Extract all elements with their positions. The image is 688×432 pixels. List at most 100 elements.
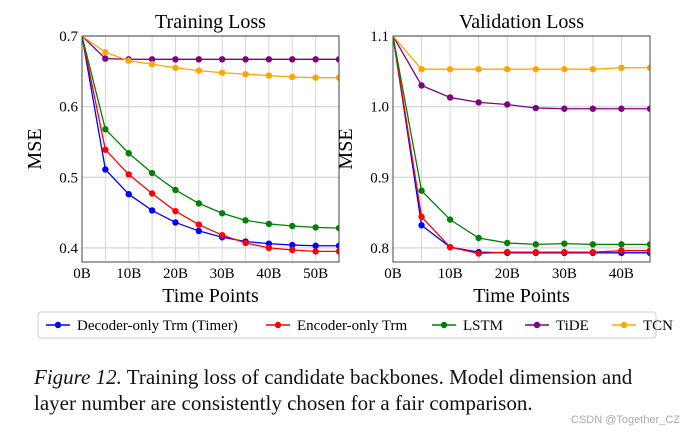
data-point <box>148 169 156 177</box>
data-point <box>265 220 273 228</box>
legend-marker <box>620 321 628 329</box>
data-point <box>172 219 179 226</box>
y-tick-label: 0.6 <box>59 100 78 116</box>
legend-label: TiDE <box>556 318 589 334</box>
series-line <box>82 35 339 229</box>
data-point <box>561 105 568 112</box>
data-point <box>589 248 597 256</box>
data-point <box>418 65 425 73</box>
y-axis-label: MSE <box>24 128 46 169</box>
legend-marker <box>440 321 448 329</box>
data-point <box>102 49 109 56</box>
data-point <box>148 61 156 68</box>
data-point <box>532 248 539 256</box>
x-tick-label: 10B <box>438 266 463 282</box>
data-point <box>102 55 109 62</box>
data-point <box>195 56 203 63</box>
data-point <box>589 105 597 112</box>
data-point <box>504 239 511 247</box>
data-point <box>618 64 625 71</box>
caption-text: Training loss of candidate backbones. Mo… <box>34 365 633 415</box>
y-axis-label: MSE <box>335 128 357 169</box>
series-line <box>82 35 339 253</box>
data-point <box>312 56 319 63</box>
y-tick-label: 1.0 <box>370 100 389 116</box>
data-point <box>532 65 539 73</box>
legend-marker <box>54 321 62 329</box>
data-point <box>312 248 319 255</box>
data-point <box>312 74 319 81</box>
data-point <box>148 56 156 63</box>
data-point <box>102 146 109 153</box>
x-tick-label: 50B <box>303 266 328 282</box>
data-point <box>504 248 511 256</box>
data-point <box>446 243 454 251</box>
data-point <box>446 65 454 73</box>
data-point <box>242 56 249 63</box>
data-point <box>195 200 203 207</box>
data-point <box>589 241 597 248</box>
data-point <box>265 244 273 252</box>
chart-1: 0B 10B 20B 30B 40B 0.8 0.9 1.0 1.1 Validation Los… <box>335 11 651 307</box>
data-point <box>618 247 625 254</box>
data-point <box>335 248 339 255</box>
data-point <box>475 234 482 242</box>
data-point <box>418 187 425 194</box>
data-point <box>446 216 454 223</box>
data-point <box>646 105 650 112</box>
legend-box <box>37 311 657 339</box>
x-tick-label: 30B <box>552 266 577 282</box>
x-tick-label: 20B <box>495 266 520 282</box>
data-point <box>312 224 319 231</box>
data-point <box>589 65 597 73</box>
legend: Decoder-only Trm (Timer) Encoder-only Trm… <box>37 311 673 339</box>
data-point <box>504 101 511 108</box>
data-point <box>646 241 650 248</box>
y-tick-label: 0.4 <box>59 241 78 257</box>
data-point <box>561 65 568 73</box>
y-tick-label: 0.5 <box>59 170 78 186</box>
legend-item: TCN <box>612 318 673 334</box>
y-tick-label: 0.7 <box>59 29 78 45</box>
x-tick-label: 20B <box>163 266 188 282</box>
series-line <box>393 35 650 70</box>
plot-frame <box>392 35 651 263</box>
x-axis-label: Time Points <box>473 285 570 307</box>
series-line <box>393 35 650 254</box>
series-decoder-only-trm-timer- <box>82 35 339 249</box>
figure-caption: Figure 12. Training loss of candidate ba… <box>34 364 674 416</box>
legend-label: TCN <box>643 318 673 334</box>
series-line <box>393 35 650 245</box>
data-point <box>289 241 296 249</box>
data-point <box>418 82 425 89</box>
y-tick-label: 0.8 <box>370 241 389 257</box>
data-point <box>618 105 625 112</box>
legend-marker <box>533 321 541 329</box>
data-point <box>335 242 339 249</box>
x-tick-label: 40B <box>609 266 634 282</box>
series-line <box>393 35 650 110</box>
data-point <box>289 246 296 254</box>
data-point <box>102 126 109 133</box>
data-point <box>532 104 539 112</box>
data-point <box>125 57 132 64</box>
legend-item: Decoder-only Trm (Timer) <box>46 318 238 334</box>
data-point <box>561 240 568 247</box>
data-point <box>504 65 511 73</box>
charts-svg: 0B 10B 20B 30B 40B 50B 0.4 0.5 0.6 0.7 Training Lo… <box>24 11 673 339</box>
data-point <box>195 67 203 74</box>
legend-label: Decoder-only Trm (Timer) <box>77 318 238 334</box>
x-tick-label: 30B <box>210 266 235 282</box>
data-point <box>218 69 226 76</box>
legend-label: LSTM <box>463 318 503 334</box>
data-point <box>242 70 249 78</box>
series-line <box>82 35 339 247</box>
data-point <box>646 247 650 254</box>
data-point <box>561 248 568 256</box>
series-line <box>82 35 339 60</box>
data-point <box>125 191 132 198</box>
series-encoder-only-trm <box>393 35 650 257</box>
x-tick-label: 10B <box>116 266 141 282</box>
data-point <box>418 222 425 229</box>
series-tcn <box>82 35 339 81</box>
